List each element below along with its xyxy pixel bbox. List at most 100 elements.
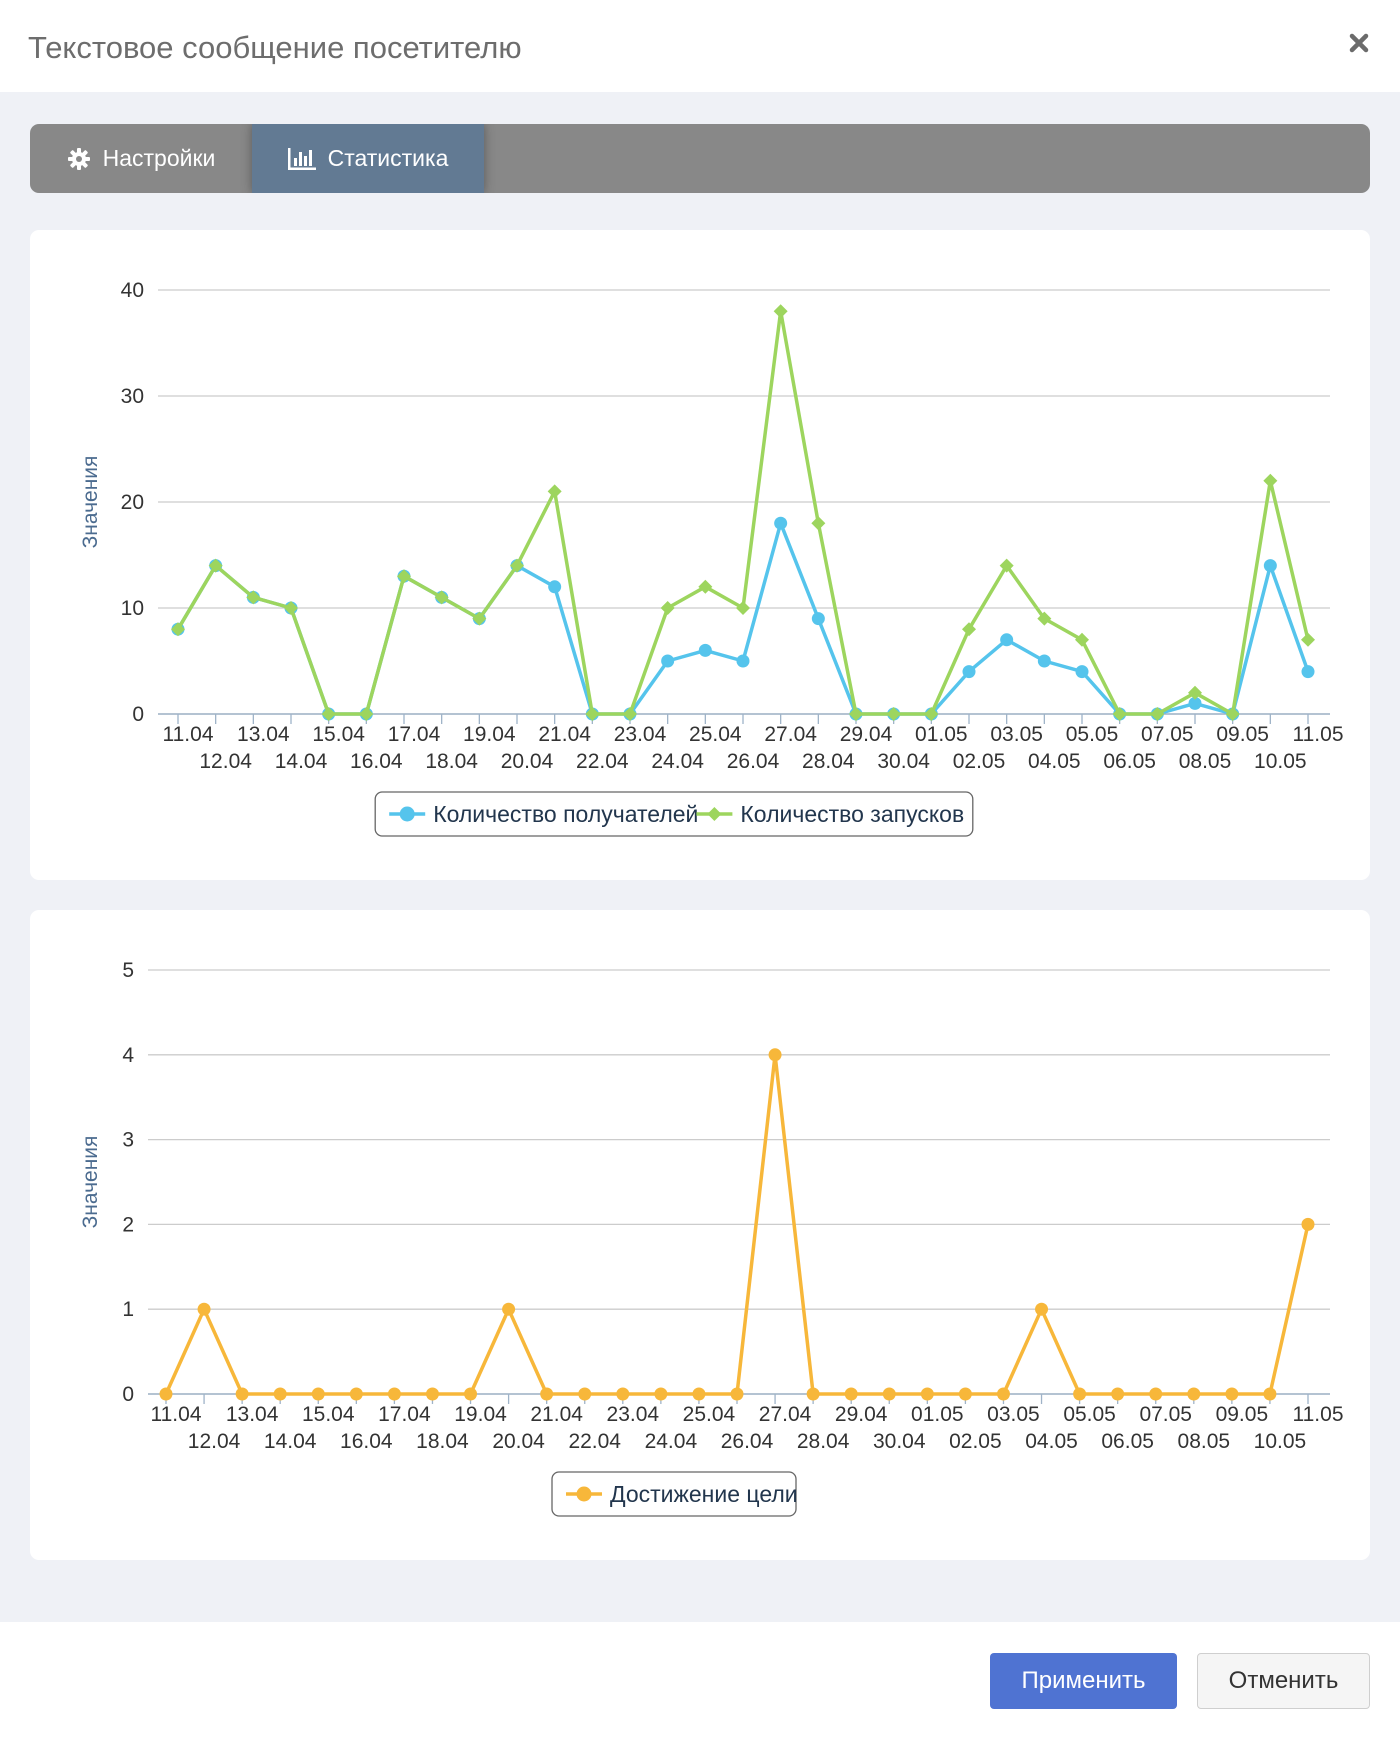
data-point	[996, 1387, 1010, 1401]
apply-button[interactable]: Применить	[990, 1653, 1177, 1709]
tab-bar: Настройки Статистика	[30, 124, 1370, 193]
x-tick-label: 07.05	[1139, 1403, 1192, 1426]
x-tick-label: 17.04	[378, 1403, 431, 1426]
x-tick-label: 23.04	[614, 723, 667, 746]
data-point	[208, 558, 223, 573]
data-point	[1073, 1387, 1087, 1401]
close-icon[interactable]	[1344, 28, 1374, 58]
data-point	[585, 707, 600, 721]
data-point	[502, 1302, 516, 1316]
data-point	[540, 1387, 554, 1401]
data-point	[464, 1387, 478, 1401]
data-point	[1301, 632, 1315, 647]
x-tick-label: 29.04	[840, 723, 893, 746]
data-point	[1263, 473, 1278, 488]
x-tick-label: 04.05	[1028, 750, 1081, 773]
data-point	[661, 654, 675, 668]
dialog-title: Текстовое сообщение посетителю	[28, 30, 522, 65]
legend-label: Достижение цели	[610, 1481, 798, 1507]
data-point	[1075, 632, 1089, 647]
x-tick-label: 08.05	[1178, 1430, 1231, 1453]
data-point	[1112, 707, 1127, 721]
data-point	[246, 590, 261, 605]
data-point	[958, 1387, 972, 1401]
x-tick-label: 10.05	[1254, 750, 1307, 773]
cancel-button[interactable]: Отменить	[1197, 1653, 1370, 1709]
data-point	[616, 1387, 630, 1401]
data-point	[273, 1387, 287, 1401]
data-point	[654, 1387, 668, 1401]
x-tick-label: 26.04	[727, 750, 780, 773]
data-point	[472, 611, 487, 626]
x-tick-label: 30.04	[873, 1430, 926, 1453]
y-tick-label: 10	[121, 597, 144, 620]
data-point	[311, 1387, 325, 1401]
x-tick-label: 21.04	[530, 1403, 583, 1426]
data-point	[999, 558, 1014, 573]
data-point	[578, 1387, 592, 1401]
x-tick-label: 02.05	[953, 750, 1006, 773]
x-tick-label: 04.05	[1025, 1430, 1078, 1453]
x-tick-label: 12.04	[199, 750, 252, 773]
data-point	[773, 304, 788, 319]
data-point	[359, 707, 374, 721]
y-tick-label: 2	[122, 1213, 134, 1236]
y-tick-label: 40	[121, 279, 144, 302]
y-tick-label: 30	[121, 385, 144, 408]
y-tick-label: 0	[132, 703, 144, 726]
legend-box	[551, 1471, 797, 1517]
data-point	[882, 1387, 896, 1401]
data-point	[1149, 1387, 1163, 1401]
x-tick-label: 27.04	[764, 723, 817, 746]
data-point	[1263, 1387, 1277, 1401]
data-point	[811, 516, 826, 531]
data-point	[397, 569, 411, 584]
x-tick-label: 25.04	[683, 1403, 736, 1426]
data-point	[806, 1387, 820, 1401]
x-tick-label: 20.04	[501, 750, 554, 773]
dialog-header: Текстовое сообщение посетителю	[0, 0, 1400, 92]
data-point	[849, 707, 863, 721]
x-tick-label: 22.04	[568, 1430, 621, 1453]
data-point	[698, 579, 713, 594]
data-point	[924, 707, 939, 721]
x-tick-label: 17.04	[388, 723, 441, 746]
data-point	[387, 1387, 401, 1401]
x-tick-label: 25.04	[689, 723, 742, 746]
data-point	[1225, 1387, 1239, 1401]
tab-statistics-label: Статистика	[327, 145, 449, 171]
x-tick-label: 24.04	[651, 750, 704, 773]
data-point	[547, 484, 562, 499]
x-tick-label: 09.05	[1216, 1403, 1269, 1426]
data-point	[692, 1387, 706, 1401]
tab-settings[interactable]: Настройки	[30, 124, 252, 193]
dialog-footer: Применить Отменить	[0, 1622, 1400, 1740]
data-point	[920, 1387, 934, 1401]
data-point	[1187, 1387, 1201, 1401]
tab-settings-label: Настройки	[102, 145, 216, 171]
x-tick-label: 28.04	[802, 750, 855, 773]
data-point	[1035, 1302, 1049, 1316]
data-point	[736, 654, 750, 668]
x-tick-label: 05.05	[1063, 1403, 1116, 1426]
x-tick-label: 16.04	[350, 750, 403, 773]
x-tick-label: 15.04	[302, 1403, 355, 1426]
gear-icon	[67, 147, 90, 170]
data-point	[349, 1387, 363, 1401]
recipients-launches-chart-card: 0 10 20 30 40 11.04 12.04 13.04 14.04 15.04 16.04 1…	[30, 230, 1370, 880]
x-tick-label: 28.04	[797, 1430, 850, 1453]
data-point	[623, 707, 637, 721]
x-tick-label: 08.05	[1179, 750, 1232, 773]
data-point	[425, 1387, 439, 1401]
y-axis-title: Значения	[79, 1136, 102, 1229]
data-point	[159, 1387, 173, 1401]
data-point	[844, 1387, 858, 1401]
y-tick-label: 5	[122, 959, 134, 982]
x-tick-label: 23.04	[607, 1403, 660, 1426]
x-tick-label: 07.05	[1141, 723, 1194, 746]
y-tick-label: 4	[122, 1044, 134, 1067]
data-point	[1301, 1217, 1315, 1231]
tab-statistics[interactable]: Статистика	[252, 124, 484, 193]
data-point	[235, 1387, 249, 1401]
legend-marker	[707, 807, 722, 821]
